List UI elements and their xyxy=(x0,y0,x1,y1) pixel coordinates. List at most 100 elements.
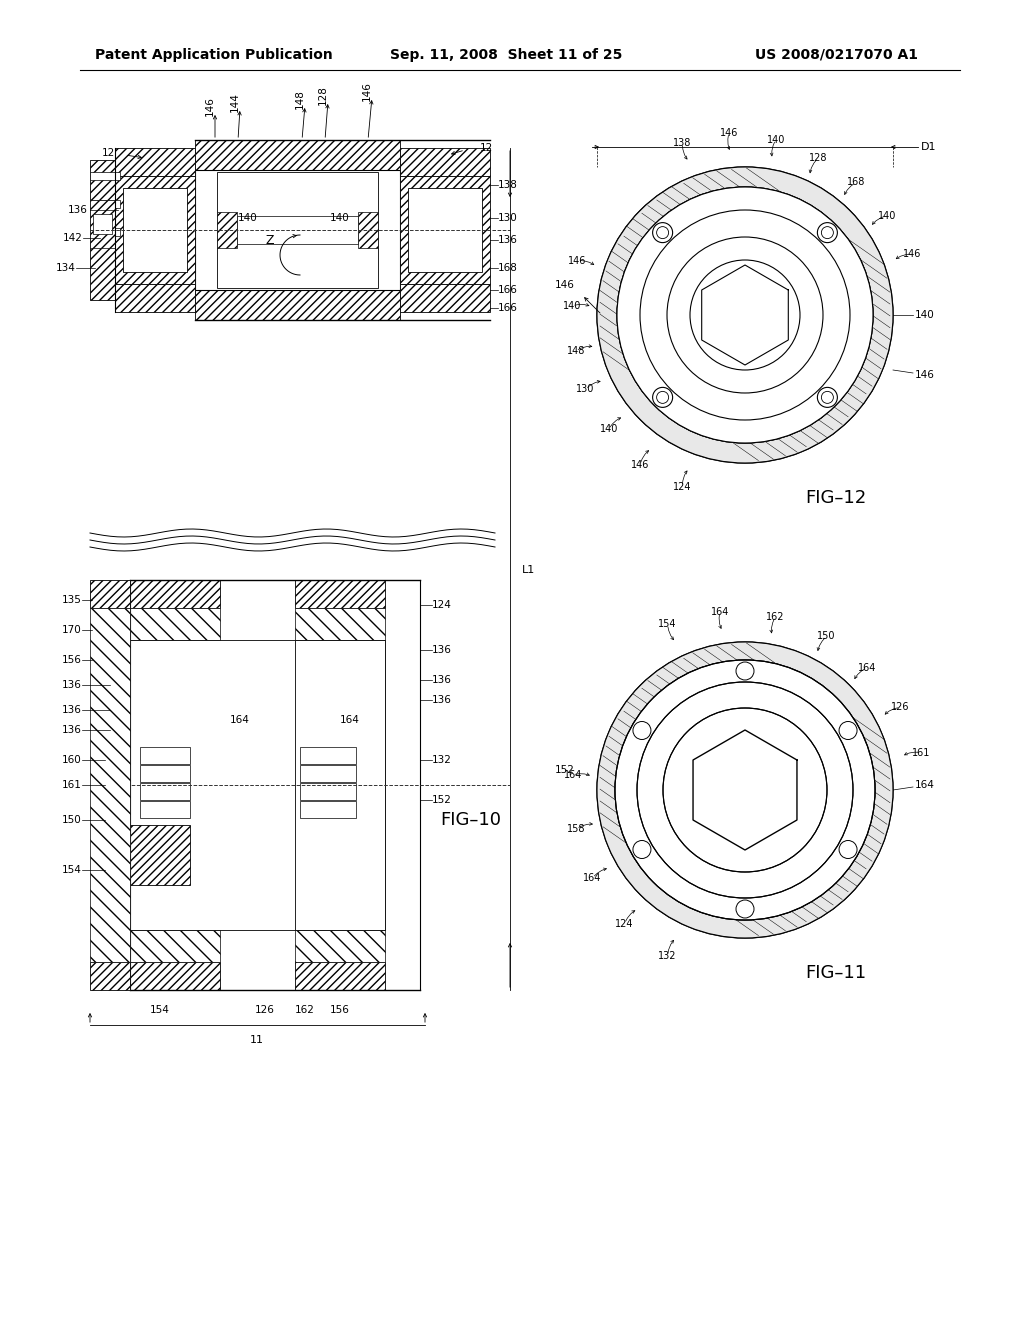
Wedge shape xyxy=(597,168,893,463)
Bar xyxy=(130,931,220,962)
Bar xyxy=(195,140,400,170)
Text: 146: 146 xyxy=(568,256,587,265)
Circle shape xyxy=(839,841,857,858)
Text: 140: 140 xyxy=(767,135,785,145)
Bar xyxy=(90,579,130,609)
Circle shape xyxy=(633,722,651,739)
Text: 144: 144 xyxy=(230,92,240,112)
Text: 146: 146 xyxy=(915,370,935,380)
Circle shape xyxy=(633,841,651,858)
Text: 136: 136 xyxy=(498,235,518,246)
Bar xyxy=(300,747,356,764)
Bar xyxy=(130,609,220,640)
Bar xyxy=(295,640,385,931)
Text: FIG–11: FIG–11 xyxy=(805,964,866,982)
Text: 168: 168 xyxy=(847,177,865,187)
Bar xyxy=(115,284,195,312)
Text: 168: 168 xyxy=(498,263,518,273)
Wedge shape xyxy=(597,642,893,939)
Bar xyxy=(130,962,220,990)
Text: 136: 136 xyxy=(62,725,82,735)
Text: 146: 146 xyxy=(362,81,372,100)
Text: 150: 150 xyxy=(817,631,836,642)
Bar xyxy=(400,284,490,312)
Text: 136: 136 xyxy=(432,696,452,705)
Bar xyxy=(217,172,378,288)
Text: Patent Application Publication: Patent Application Publication xyxy=(95,48,333,62)
Text: 154: 154 xyxy=(151,1005,170,1015)
Text: 148: 148 xyxy=(566,346,585,356)
Bar xyxy=(300,766,356,781)
Text: 161: 161 xyxy=(912,747,930,758)
Text: 138: 138 xyxy=(673,139,691,148)
Text: 138: 138 xyxy=(498,180,518,190)
Circle shape xyxy=(736,663,754,680)
Bar xyxy=(408,187,482,272)
Text: 156: 156 xyxy=(330,1005,350,1015)
Circle shape xyxy=(817,387,838,408)
Text: 156: 156 xyxy=(62,655,82,665)
Text: 164: 164 xyxy=(858,663,877,673)
Bar xyxy=(300,783,356,800)
Bar xyxy=(140,766,190,781)
Circle shape xyxy=(617,187,873,444)
Text: 142: 142 xyxy=(63,234,83,243)
Text: 140: 140 xyxy=(915,310,935,319)
Bar xyxy=(90,160,115,300)
Bar xyxy=(295,579,385,609)
Text: 136: 136 xyxy=(432,645,452,655)
Circle shape xyxy=(656,391,669,404)
Text: 124: 124 xyxy=(615,919,634,929)
Text: 146: 146 xyxy=(720,128,738,137)
Circle shape xyxy=(690,260,800,370)
Bar xyxy=(237,216,358,244)
Bar xyxy=(300,801,356,818)
Text: 152: 152 xyxy=(432,795,452,805)
Text: 140: 140 xyxy=(330,213,350,223)
Bar xyxy=(115,148,195,176)
Text: FIG–10: FIG–10 xyxy=(440,810,501,829)
Wedge shape xyxy=(625,195,865,436)
Bar xyxy=(90,962,130,990)
Bar xyxy=(90,609,130,962)
Bar xyxy=(195,290,400,319)
Text: 140: 140 xyxy=(878,211,896,220)
Text: 164: 164 xyxy=(711,607,729,616)
Text: 130: 130 xyxy=(577,384,595,395)
Text: 146: 146 xyxy=(631,459,649,470)
Text: Sep. 11, 2008  Sheet 11 of 25: Sep. 11, 2008 Sheet 11 of 25 xyxy=(390,48,623,62)
Bar xyxy=(130,579,220,609)
Text: 11: 11 xyxy=(250,1035,264,1045)
Bar xyxy=(295,962,385,990)
Bar xyxy=(115,176,195,284)
Wedge shape xyxy=(637,682,853,898)
Text: 158: 158 xyxy=(567,824,586,834)
Text: 126: 126 xyxy=(255,1005,274,1015)
Circle shape xyxy=(839,722,857,739)
Text: 170: 170 xyxy=(62,624,82,635)
Bar xyxy=(90,201,120,209)
Text: 146: 146 xyxy=(903,249,922,259)
Text: D1: D1 xyxy=(921,143,937,152)
Text: 136: 136 xyxy=(432,675,452,685)
Text: 164: 164 xyxy=(230,715,250,725)
Text: 12: 12 xyxy=(101,148,115,158)
Bar xyxy=(400,176,490,284)
Text: 164: 164 xyxy=(915,780,935,789)
Text: 162: 162 xyxy=(295,1005,315,1015)
Text: 12: 12 xyxy=(480,143,494,153)
Text: 161: 161 xyxy=(62,780,82,789)
Text: 140: 140 xyxy=(599,425,617,434)
Circle shape xyxy=(821,391,834,404)
Text: 128: 128 xyxy=(809,153,827,164)
Bar xyxy=(140,801,190,818)
Text: 134: 134 xyxy=(56,263,76,273)
Circle shape xyxy=(736,900,754,917)
Text: 160: 160 xyxy=(62,755,82,766)
Circle shape xyxy=(817,223,838,243)
Bar xyxy=(217,213,237,248)
Text: 130: 130 xyxy=(498,213,518,223)
Circle shape xyxy=(652,387,673,408)
Text: 136: 136 xyxy=(62,705,82,715)
Text: Z: Z xyxy=(266,234,274,247)
